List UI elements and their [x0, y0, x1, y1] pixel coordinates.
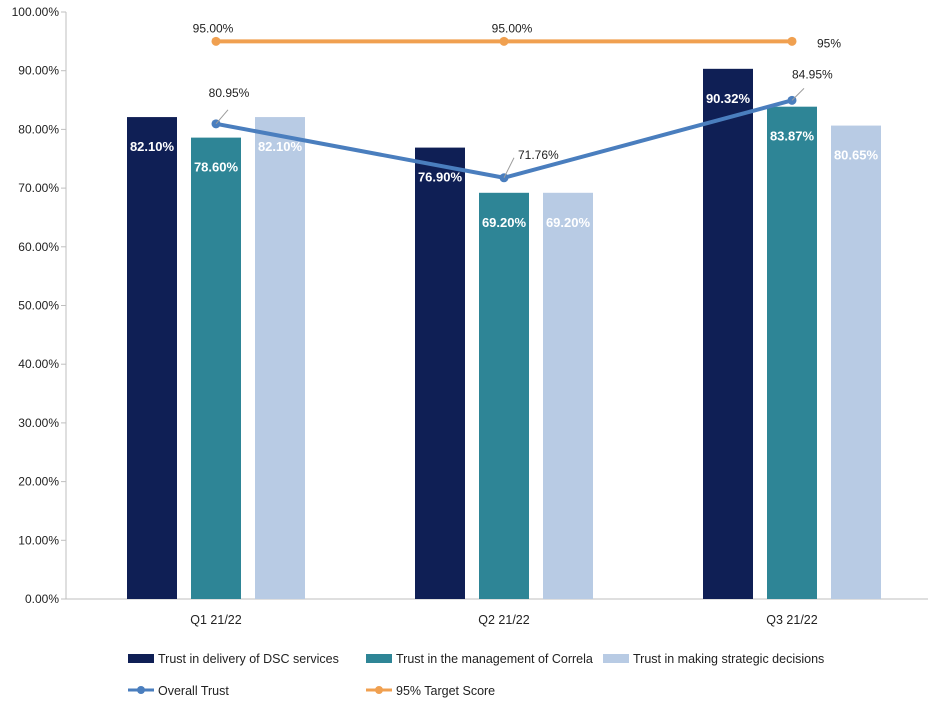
y-tick-label: 40.00%	[18, 357, 59, 371]
bar-layer	[127, 68, 881, 600]
bar	[191, 137, 241, 600]
bar-data-label: 80.65%	[834, 148, 879, 163]
line-data-label: 71.76%	[518, 148, 559, 162]
legend-label: Trust in making strategic decisions	[633, 652, 824, 666]
x-tick-label: Q1 21/22	[190, 613, 241, 627]
legend-swatch	[128, 654, 154, 663]
line-point	[787, 36, 797, 46]
legend-label: Trust in delivery of DSC services	[158, 652, 339, 666]
line-data-label: 80.95%	[209, 86, 250, 100]
bar	[767, 106, 817, 599]
bar	[543, 192, 593, 599]
line-data-label: 95.00%	[492, 21, 533, 35]
y-tick-label: 20.00%	[18, 475, 59, 489]
bar	[479, 192, 529, 599]
line-point	[211, 36, 221, 46]
x-tick-label: Q3 21/22	[766, 613, 817, 627]
legend: Trust in delivery of DSC services Trust i…	[128, 652, 824, 698]
line-data-label: 84.95%	[792, 67, 833, 81]
y-tick-label: 10.00%	[18, 533, 59, 547]
legend-label: Overall Trust	[158, 684, 229, 698]
label-layer: 82.10% 76.90% 90.32% 78.60% 69.20% 83.87% 82.1…	[130, 21, 879, 229]
label-leader-line	[503, 157, 515, 178]
label-leader-line	[215, 109, 229, 125]
bar-data-label: 82.10%	[258, 139, 303, 154]
bar	[703, 68, 753, 600]
bar-data-label: 69.20%	[546, 215, 591, 230]
bar-data-label: 69.20%	[482, 215, 527, 230]
y-tick-label: 30.00%	[18, 416, 59, 430]
line-data-label: 95%	[817, 36, 841, 50]
y-tick-label: 0.00%	[25, 592, 59, 606]
legend-marker	[137, 686, 145, 694]
y-tick-label: 80.00%	[18, 122, 59, 136]
x-tick-label: Q2 21/22	[478, 613, 529, 627]
y-tick-label: 60.00%	[18, 240, 59, 254]
bar	[255, 117, 305, 599]
bar	[831, 125, 881, 599]
y-tick-label: 70.00%	[18, 181, 59, 195]
label-leader-line	[791, 87, 805, 101]
bar	[415, 147, 465, 600]
bar-data-label: 78.60%	[194, 160, 239, 175]
line-point	[499, 36, 509, 46]
axis-layer: 0.00% 10.00% 20.00% 30.00% 40.00% 50.00% 60.00…	[12, 5, 928, 627]
legend-label: Trust in the management of Correla	[396, 652, 593, 666]
legend-swatch	[366, 654, 392, 663]
legend-label: 95% Target Score	[396, 684, 495, 698]
bar-data-label: 76.90%	[418, 170, 463, 185]
bar	[127, 117, 177, 599]
y-tick-label: 100.00%	[12, 5, 60, 19]
bar-data-label: 82.10%	[130, 139, 175, 154]
line-data-label: 95.00%	[193, 21, 234, 35]
bar-data-label: 83.87%	[770, 129, 815, 144]
y-tick-label: 50.00%	[18, 299, 59, 313]
legend-swatch	[603, 654, 629, 663]
y-tick-label: 90.00%	[18, 64, 59, 78]
legend-marker	[375, 686, 383, 694]
bar-data-label: 90.32%	[706, 91, 751, 106]
